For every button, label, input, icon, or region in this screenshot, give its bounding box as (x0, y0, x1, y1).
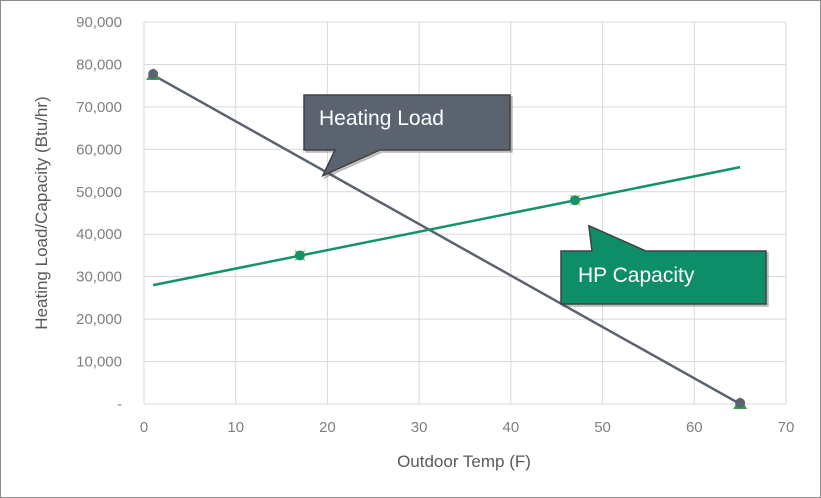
y-tick-label: 30,000 (76, 269, 122, 286)
series-layer (146, 68, 748, 409)
callouts-layer: Heating Load HP Capacity (303, 94, 769, 307)
hp-capacity-line (152, 165, 741, 287)
y-tick-label: 80,000 (76, 56, 122, 73)
y-tick-label: 10,000 (76, 354, 122, 371)
heating-load-line (152, 73, 741, 406)
x-tick-label: 10 (227, 419, 244, 436)
grid (144, 21, 787, 404)
y-tick-label: 60,000 (76, 141, 122, 158)
y-tick-label: 40,000 (76, 226, 122, 243)
x-tick-label: 40 (503, 419, 520, 436)
heating-load-callout (303, 94, 511, 178)
x-tick-label: 20 (319, 419, 336, 436)
y-tick-label: 20,000 (76, 311, 122, 328)
heating-load-marker (148, 69, 159, 80)
axes: 0 10 20 30 40 50 60 70 - 10,000 20,000 30,000 40,000… (76, 14, 794, 436)
y-tick-label: 70,000 (76, 99, 122, 116)
x-tick-label: 70 (778, 419, 795, 436)
hp-capacity-marker (294, 250, 305, 261)
heating-load-marker (735, 398, 746, 408)
y-axis-title: Heating Load/Capacity (Btu/hr) (32, 96, 51, 329)
hp-capacity-callout (560, 224, 767, 305)
x-tick-label: 60 (686, 419, 703, 436)
y-tick-label: 50,000 (76, 184, 122, 201)
heating-load-callout-label: Heating Load (319, 107, 444, 130)
y-tick-label: 90,000 (76, 14, 122, 31)
hp-capacity-marker (570, 195, 581, 206)
x-tick-label: 50 (594, 419, 611, 436)
x-axis-title: Outdoor Temp (F) (397, 452, 531, 471)
x-tick-label: 0 (140, 419, 148, 436)
y-tick-label: - (117, 396, 122, 413)
hp-capacity-callout-label: HP Capacity (578, 264, 695, 287)
x-tick-label: 30 (411, 419, 428, 436)
